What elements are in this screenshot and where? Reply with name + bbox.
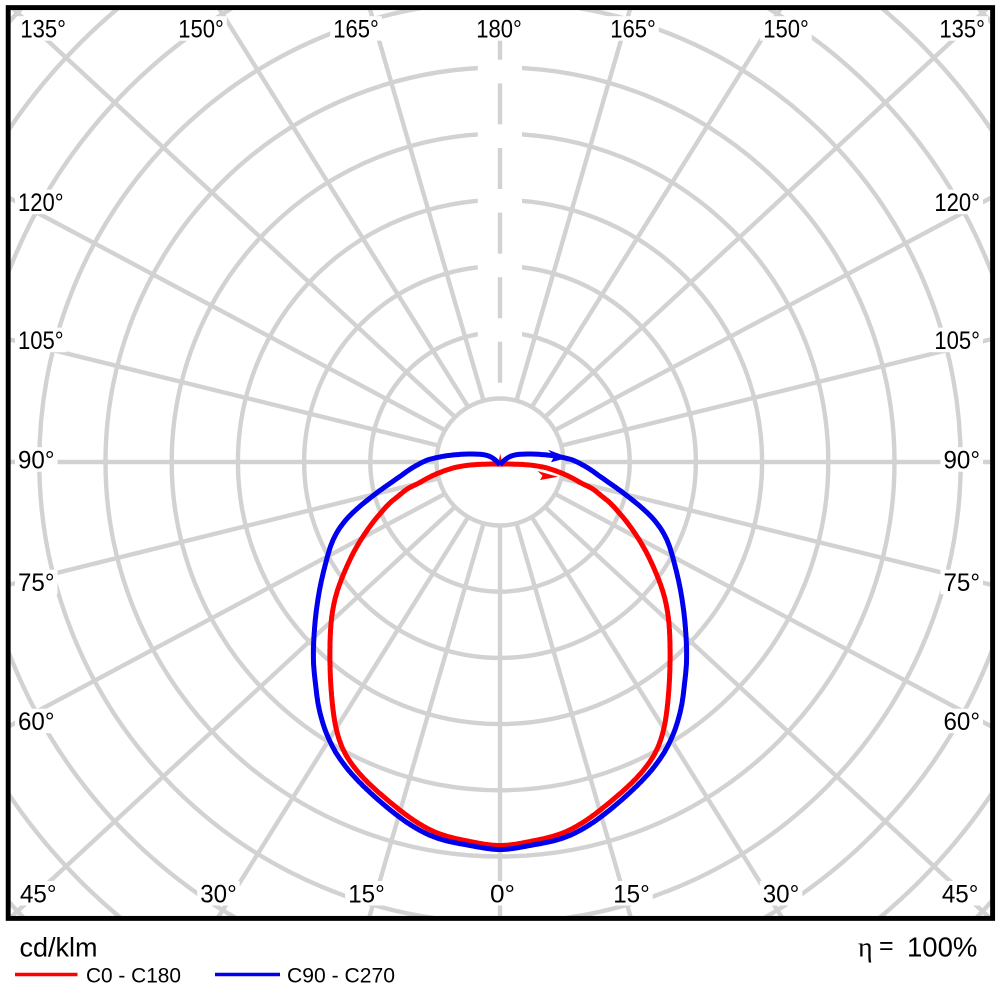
svg-text:15°: 15° — [348, 881, 385, 909]
svg-text:150°: 150° — [178, 16, 224, 44]
svg-text:C90 - C270: C90 - C270 — [287, 964, 395, 988]
svg-text:60°: 60° — [18, 708, 55, 736]
svg-text:30°: 30° — [763, 881, 800, 909]
svg-text:45°: 45° — [20, 881, 57, 909]
svg-text:90°: 90° — [18, 447, 55, 475]
svg-text:165°: 165° — [610, 16, 656, 44]
svg-text:150°: 150° — [763, 16, 809, 44]
svg-text:=: = — [879, 932, 894, 960]
svg-text:120°: 120° — [18, 189, 64, 217]
svg-text:75°: 75° — [944, 569, 981, 597]
svg-text:60°: 60° — [944, 708, 981, 736]
svg-text:90°: 90° — [944, 447, 981, 475]
svg-text:η: η — [858, 933, 873, 964]
svg-text:135°: 135° — [20, 16, 66, 44]
svg-text:105°: 105° — [934, 327, 980, 355]
svg-text:75°: 75° — [18, 569, 55, 597]
svg-text:165°: 165° — [333, 16, 379, 44]
svg-text:45°: 45° — [942, 881, 979, 909]
svg-text:15°: 15° — [613, 881, 650, 909]
svg-text:cd/klm: cd/klm — [20, 933, 98, 963]
svg-text:30°: 30° — [200, 881, 237, 909]
svg-text:105°: 105° — [18, 327, 64, 355]
svg-text:100%: 100% — [907, 932, 977, 963]
svg-text:135°: 135° — [939, 16, 985, 44]
svg-text:180°: 180° — [476, 16, 522, 44]
svg-text:C0 - C180: C0 - C180 — [86, 964, 181, 988]
svg-text:120°: 120° — [934, 189, 980, 217]
svg-text:0°: 0° — [490, 881, 515, 909]
